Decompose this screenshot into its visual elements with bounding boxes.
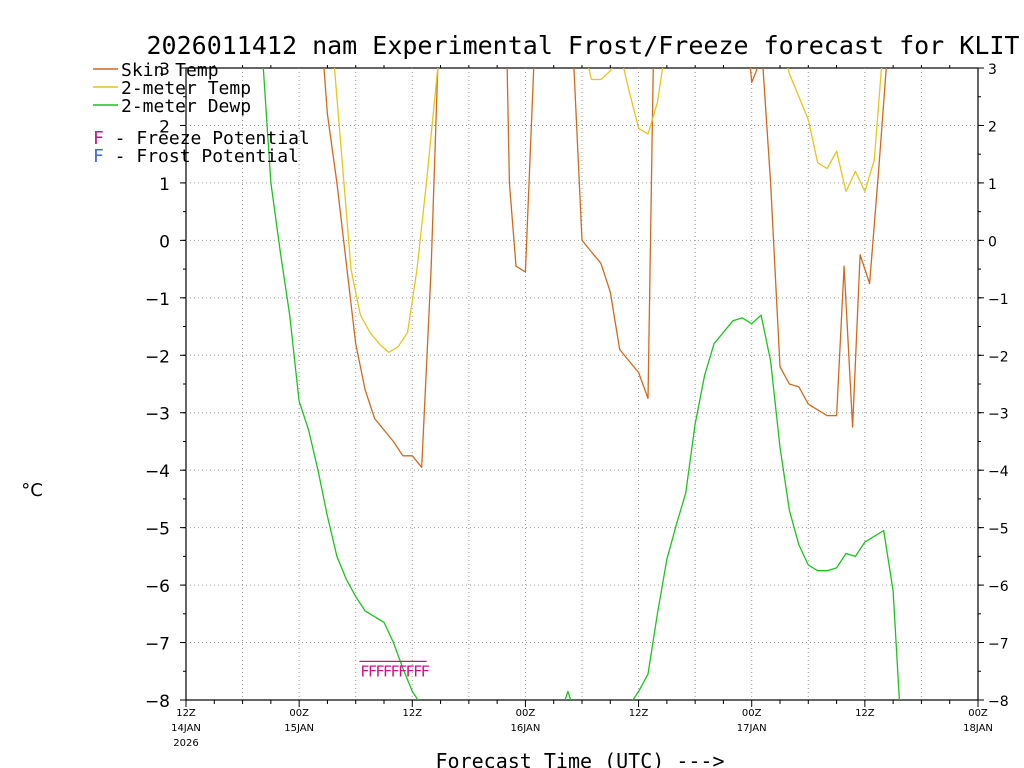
y-tick-label-right: −4	[988, 464, 1009, 480]
y-axis-left-labels: 3 2 1 0 −1 −2 −3 −4 −5 −6 −7 −8	[145, 60, 170, 712]
y-tick-label-left: −5	[145, 520, 170, 540]
x-tick-date: 17JAN	[737, 723, 767, 734]
freeze-marker: F	[376, 662, 385, 680]
freeze-marker: F	[391, 662, 400, 680]
legend-freeze-letter: F	[93, 128, 104, 149]
x-tick-label: 00Z	[742, 708, 762, 719]
y-tick-label-left: 0	[159, 232, 170, 252]
x-tick-label: 00Z	[289, 708, 309, 719]
series-line-skin-temp	[323, 68, 887, 468]
y-tick-label-left: −3	[145, 405, 170, 425]
x-tick-label: 12Z	[402, 708, 422, 719]
legend: Skin Temp 2-meter Temp 2-meter Dewp F - …	[93, 60, 310, 167]
x-tick-label: 12Z	[855, 708, 875, 719]
freeze-marker: F	[406, 662, 415, 680]
y-tick-label-left: −8	[145, 692, 170, 712]
y-tick-label-right: −1	[988, 292, 1009, 308]
x-tick-date: 16JAN	[511, 723, 541, 734]
series-line-2-meter-dewp	[262, 68, 901, 700]
y-tick-label-left: −4	[145, 462, 170, 482]
y-tick-label-right: −3	[988, 407, 1009, 423]
y-tick-label-right: 0	[988, 234, 997, 250]
x-tick-label: 12Z	[629, 708, 649, 719]
x-tick-label: 00Z	[968, 708, 988, 719]
y-tick-label-right: −2	[988, 349, 1009, 365]
x-tick-label: 00Z	[516, 708, 536, 719]
y-tick-label-right: 3	[988, 62, 997, 78]
y-tick-label-left: 1	[159, 175, 170, 195]
y-tick-label-right: −8	[988, 694, 1009, 710]
freeze-marker: F	[421, 662, 430, 680]
y-axis-right-labels: 3 2 1 0 −1 −2 −3 −4 −5 −6 −7 −8	[988, 62, 1009, 710]
y-tick-label-left: 3	[159, 60, 170, 80]
y-tick-label-left: −1	[145, 290, 170, 310]
freeze-marker: F	[360, 662, 369, 680]
x-axis-labels: 12Z 14JAN 2026 00Z 15JAN 12Z 00Z 16JAN 12Z 00Z 17J…	[171, 708, 993, 749]
y-tick-label-right: −6	[988, 579, 1009, 595]
legend-freeze-potential: F - Freeze Potential	[93, 128, 310, 149]
y-tick-label-left: 2	[159, 117, 170, 137]
y-tick-label-left: −7	[145, 635, 170, 655]
y-tick-label-right: −5	[988, 522, 1009, 538]
series-line-2-meter-temp	[333, 68, 883, 354]
legend-label-2m-temp: 2-meter Temp	[121, 78, 251, 99]
legend-frost-letter: F	[93, 146, 104, 167]
legend-label-2m-dewp: 2-meter Dewp	[121, 96, 251, 117]
y-tick-label-right: −7	[988, 637, 1009, 653]
legend-freeze-text: - Freeze Potential	[104, 128, 310, 149]
grid-lines	[186, 68, 978, 700]
x-tick-date: 15JAN	[284, 723, 314, 734]
freeze-marker: F	[368, 662, 377, 680]
freeze-marker: F	[413, 662, 422, 680]
y-tick-label-right: 1	[988, 177, 997, 193]
chart-title: 2026011412 nam Experimental Frost/Freeze…	[147, 31, 1020, 60]
y-tick-label-left: −2	[145, 347, 170, 367]
data-series	[262, 68, 901, 700]
x-tick-date: 18JAN	[963, 723, 993, 734]
x-tick-label: 12Z	[176, 708, 196, 719]
axis-ticks	[180, 65, 984, 707]
freeze-marker: F	[398, 662, 407, 680]
legend-frost-potential: F - Frost Potential	[93, 146, 299, 167]
y-tick-label-right: 2	[988, 119, 997, 135]
freeze-marker: F	[383, 662, 392, 680]
legend-frost-text: - Frost Potential	[104, 146, 299, 167]
y-tick-label-left: −6	[145, 577, 170, 597]
x-axis-title: Forecast Time (UTC) --->	[436, 749, 725, 768]
legend-label-skin-temp: Skin Temp	[121, 60, 219, 81]
x-tick-year: 2026	[173, 738, 198, 749]
x-tick-date: 14JAN	[171, 723, 201, 734]
y-axis-title: °C	[21, 480, 43, 501]
